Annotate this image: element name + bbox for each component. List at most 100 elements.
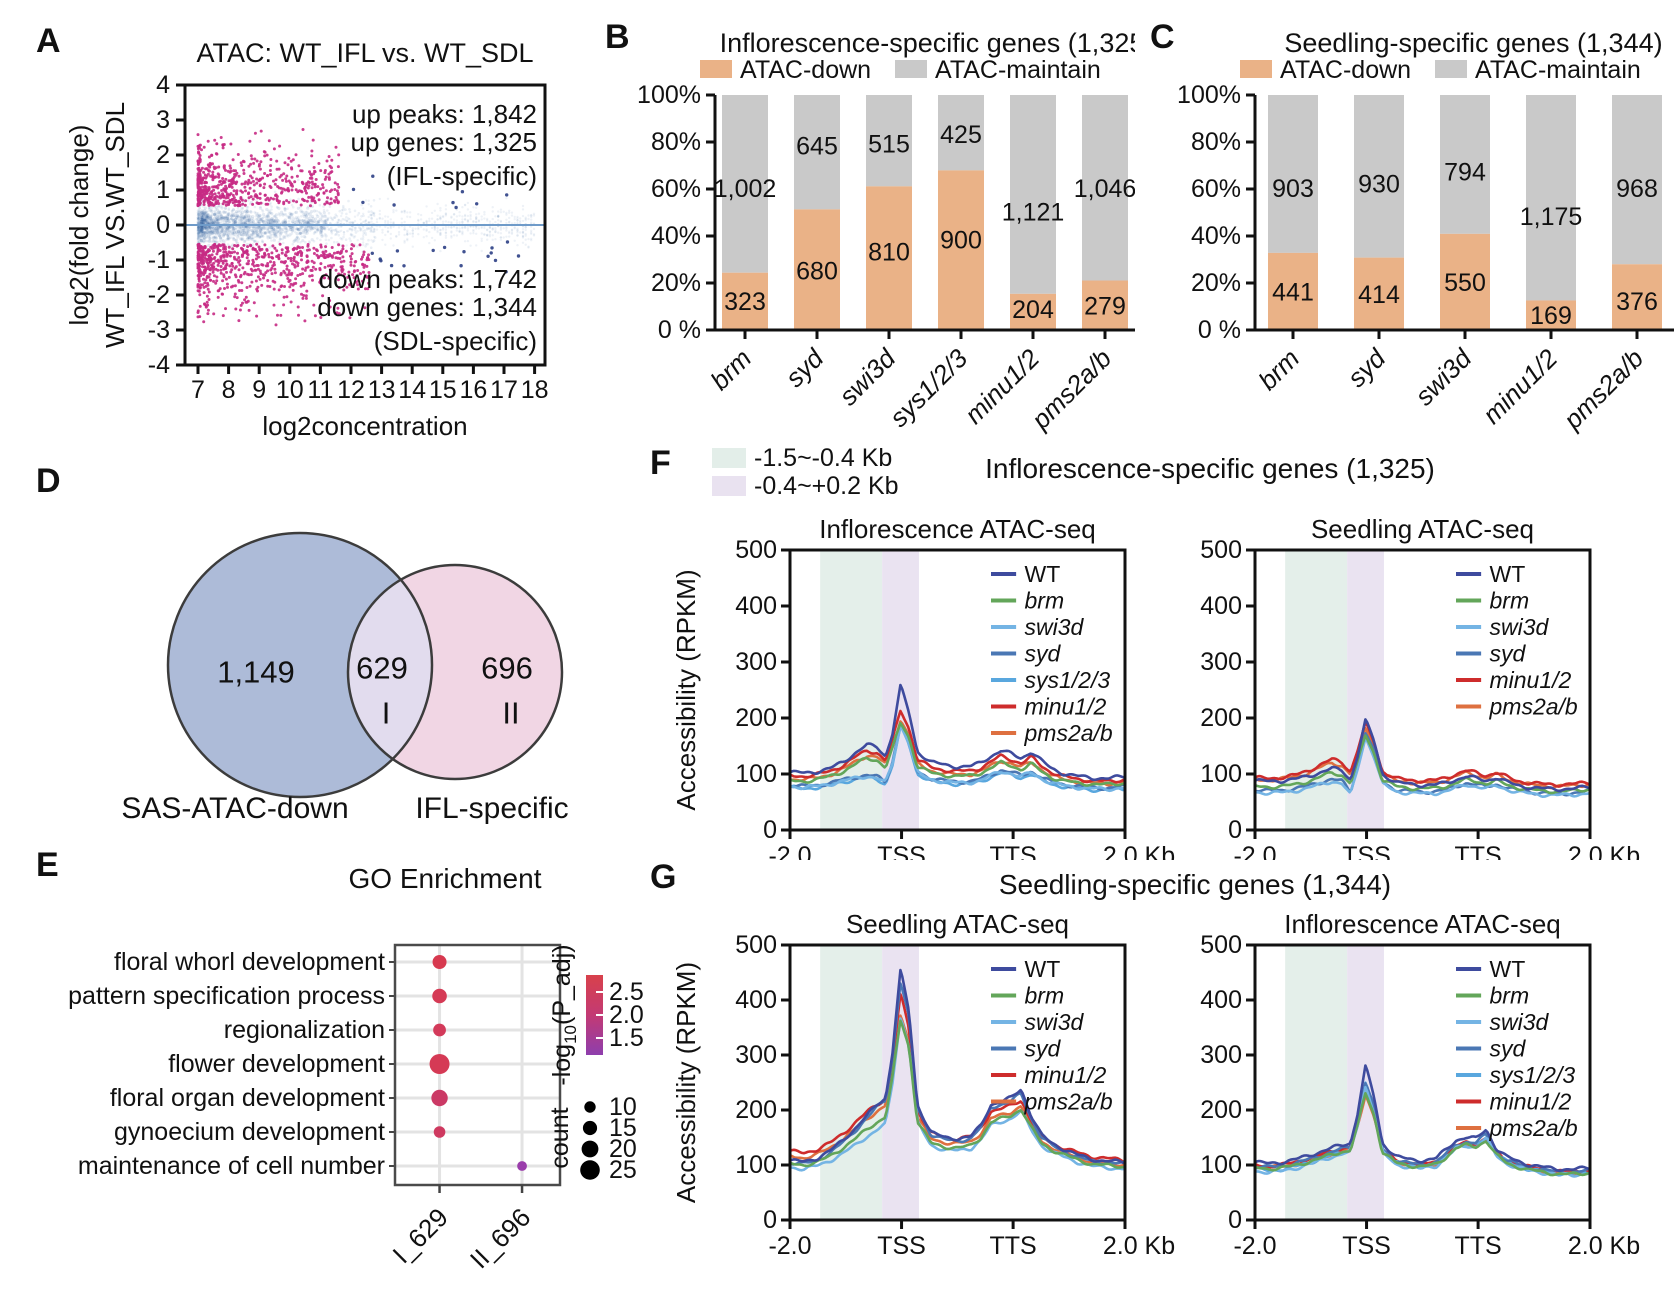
down-peaks-point	[347, 270, 351, 274]
density-core-dark-point	[309, 219, 313, 223]
annotation: up genes: 1,325	[351, 127, 538, 157]
value-label-maintain: 1,046	[1074, 175, 1135, 203]
density-tail-point	[450, 216, 453, 219]
density-core-dark-point	[213, 220, 217, 224]
density-core-dark-point	[323, 219, 327, 223]
density-core-dark-point	[246, 229, 250, 233]
down-peaks-point	[271, 264, 275, 268]
y-tick-label: 400	[1200, 592, 1242, 620]
down-peaks-point	[286, 256, 290, 260]
density-tail-point	[367, 221, 370, 224]
density-core-point	[198, 231, 202, 235]
density-tail-point	[472, 225, 475, 228]
legend-label-sys1/2/3: sys1/2/3	[1490, 1062, 1576, 1088]
density-core-point	[196, 221, 200, 225]
density-core-point	[202, 212, 205, 216]
up-peaks-point	[311, 182, 315, 186]
density-core-point	[196, 216, 200, 220]
density-core-point	[217, 221, 221, 225]
down-peaks-point	[344, 249, 348, 253]
down-peaks-point	[251, 247, 255, 251]
density-core-dark-point	[303, 212, 307, 217]
up-peaks-point	[336, 165, 340, 169]
density-core-point	[197, 215, 201, 218]
density-tail-point	[472, 232, 475, 235]
density-core-point	[199, 212, 202, 215]
up-peaks-point	[259, 177, 263, 181]
up-peaks-point	[196, 147, 200, 151]
legend-label-minu1/2: minu1/2	[1025, 694, 1107, 720]
density-core-point	[330, 229, 333, 233]
density-core-point	[201, 228, 205, 232]
density-tail-point	[455, 215, 459, 218]
density-tail-point	[362, 229, 365, 233]
value-label-maintain: 425	[940, 121, 982, 149]
density-tail-point	[469, 217, 472, 221]
y-tick-label: 200	[735, 1096, 777, 1124]
density-core-dark-point	[276, 225, 280, 229]
density-core-point	[330, 236, 333, 240]
density-core-point	[236, 214, 240, 217]
density-core-point	[242, 228, 245, 231]
density-core-point	[196, 216, 200, 220]
density-core-point	[224, 227, 228, 230]
down-peaks-point	[310, 274, 314, 278]
density-core-dark-point	[202, 218, 206, 222]
density-core-dark-point	[199, 234, 203, 238]
density-tail-point	[375, 228, 379, 231]
y-tick-label: -2	[148, 281, 170, 309]
density-tail-point	[436, 218, 439, 221]
density-tail-point	[463, 203, 467, 206]
y-tick-label: 400	[735, 986, 777, 1014]
x-category-label: minu1/2	[1477, 343, 1564, 430]
density-core-dark-point	[289, 213, 293, 217]
density-core-point	[216, 227, 220, 231]
density-core-point	[200, 231, 204, 235]
down-peaks-point	[215, 275, 219, 279]
down-peaks-point	[285, 295, 289, 299]
density-core-point	[227, 213, 230, 216]
density-core-point	[240, 213, 243, 217]
density-tail-point	[364, 218, 368, 222]
density-core-point	[351, 227, 354, 231]
density-core-dark-point	[212, 239, 216, 243]
density-core-point	[358, 226, 361, 229]
density-core-point	[216, 230, 219, 233]
density-tail-point	[505, 197, 508, 200]
density-core-dark-point	[318, 217, 322, 221]
density-tail-point	[494, 228, 497, 232]
down-peaks-point	[255, 253, 259, 257]
density-core-point	[223, 229, 227, 233]
down-peaks-point	[284, 260, 287, 263]
y-tick-label: 20%	[651, 269, 701, 297]
down-peaks-point	[226, 285, 229, 289]
density-core-point	[275, 205, 279, 209]
density-core-dark-point	[247, 220, 251, 224]
shaded-band	[1285, 945, 1348, 1220]
density-core-dark-point	[297, 221, 301, 225]
density-core-point	[316, 237, 319, 240]
up-peaks-point	[253, 194, 257, 198]
density-core-dark-point	[226, 229, 230, 233]
density-core-point	[253, 225, 257, 229]
density-core-point	[201, 227, 205, 231]
down-peaks-point	[312, 246, 316, 250]
down-peaks-point	[312, 252, 316, 255]
down-peaks-point	[314, 267, 318, 271]
density-core-point	[257, 220, 260, 224]
density-tail-point	[428, 230, 431, 234]
density-core-point	[196, 226, 200, 229]
density-core-dark-point	[199, 228, 203, 232]
up-peaks-point	[212, 188, 216, 192]
down-peaks-point	[199, 244, 203, 248]
density-core-point	[321, 220, 325, 223]
density-tail-point	[353, 235, 357, 238]
density-core-dark-point	[252, 231, 256, 235]
count-legend-label: 25	[609, 1156, 637, 1184]
density-core-dark-point	[218, 230, 222, 234]
density-tail-point	[417, 226, 420, 229]
density-core-point	[366, 226, 369, 230]
x-tick-label: 2.0 Kb	[1103, 1232, 1175, 1260]
density-core-point	[197, 226, 201, 229]
density-core-point	[197, 229, 201, 233]
